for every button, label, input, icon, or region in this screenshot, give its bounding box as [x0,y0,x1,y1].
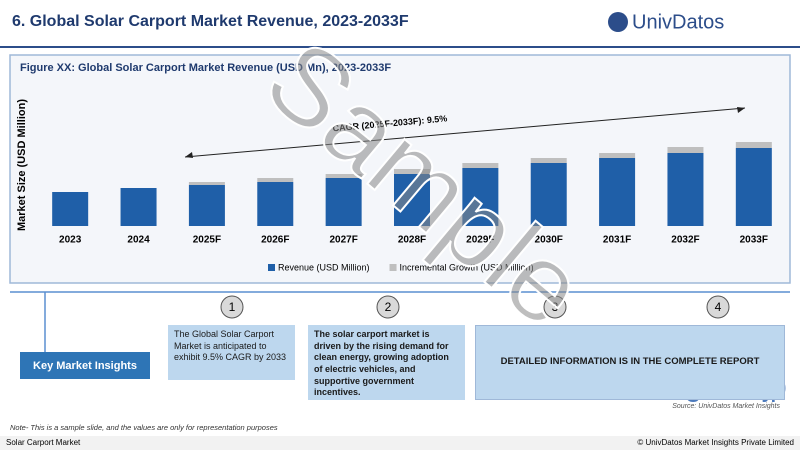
x-tick-label: 2033F [740,235,768,246]
step-circle [220,295,244,319]
source: Source: UnivDatos Market Insights [672,403,780,410]
logo: UnivDatos [632,11,724,33]
bar [257,178,294,182]
bar [735,142,772,148]
bar [462,168,499,226]
bar [530,163,567,226]
legend-swatch [268,264,275,271]
step-circle [706,295,730,319]
bar [735,148,772,226]
cagr-arrow [184,107,746,158]
bar [667,147,704,153]
footer-right: © UnivDatos Market Insights Private Limi… [637,438,794,447]
arrow-head [737,107,745,113]
step-numbers: 1 2 3 4 [220,295,730,319]
bar [394,169,430,174]
bar [188,182,225,185]
footer-band [0,436,800,450]
x-tick-label: 2026F [261,235,289,246]
bar [599,153,636,158]
bar [530,158,567,163]
legend-label: Revenue (USD Million) [278,262,370,272]
x-tick-label: 2032F [671,235,699,246]
bar [462,163,499,168]
insight-1: The Global Solar Carport Market is antic… [168,325,295,380]
note: Note- This is a sample slide, and the va… [10,423,278,432]
x-tick-label: 2025F [193,235,221,246]
step-number: 1 [229,300,236,314]
bar [325,174,362,178]
insights-label-box [20,352,150,379]
x-tick-label: 2024 [127,235,150,246]
x-tick-label: 2029F [466,235,494,246]
bar [188,185,225,226]
bar [120,188,157,226]
chart-title: Figure XX: Global Solar Carport Market R… [20,62,391,74]
logo-icon [608,12,628,32]
step-number: 2 [385,300,392,314]
bar [257,182,294,226]
x-tick-label: 2027F [329,235,357,246]
header-title: 6. Global Solar Carport Market Revenue, … [12,13,409,30]
step-number: 3 [552,300,559,314]
step-circle [543,295,567,319]
insight-3: DETAILED INFORMATION IS IN THE COMPLETE … [475,325,785,400]
y-axis-label: Market Size (USD Million) [16,99,28,231]
bar [394,174,430,226]
footer-left: Solar Carport Market [6,438,81,447]
step-number: 4 [715,300,722,314]
insights-label: Key Market Insights [33,360,137,372]
bar [667,153,704,226]
x-tick-label: 2028F [398,235,426,246]
x-tick-label: 2023 [59,235,82,246]
step-circle [376,295,400,319]
legend-label: Incremental Growth (USD Million) [400,262,534,272]
bar [325,178,362,226]
x-tick-label: 2031F [603,235,631,246]
insight-2: The solar carport market is driven by th… [308,325,465,400]
arrow-head [185,152,193,158]
bar [52,192,89,226]
legend-swatch [389,264,397,271]
x-tick-label: 2030F [535,235,563,246]
bar [599,158,636,226]
